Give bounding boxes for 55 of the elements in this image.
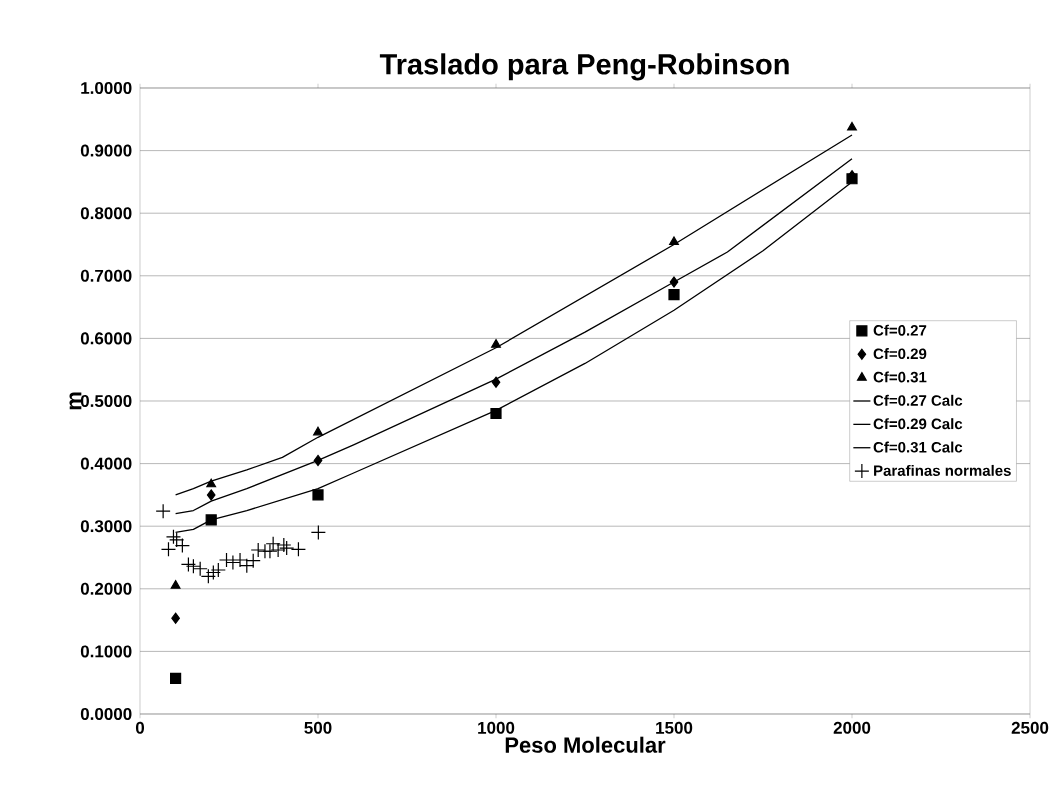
point (313, 426, 323, 436)
x-tick-label: 500 (304, 721, 332, 734)
legend-label: Cf=0.29 (873, 348, 927, 360)
y-tick-label: 0.6000 (80, 332, 132, 345)
point (491, 339, 501, 348)
point (206, 489, 216, 501)
point (847, 121, 857, 131)
y-tick-label: 0.3000 (80, 520, 132, 533)
point (218, 552, 235, 568)
point (170, 580, 181, 589)
point (225, 554, 241, 571)
legend-label: Cf=0.31 (873, 371, 927, 383)
point (490, 407, 502, 420)
point (262, 543, 278, 559)
point (155, 503, 171, 519)
point (205, 514, 217, 526)
point (170, 672, 182, 684)
y-tick-label: 0.2000 (80, 582, 132, 595)
x-tick-label: 2500 (1011, 721, 1049, 734)
point (310, 524, 326, 541)
y-tick-label: 0.7000 (80, 269, 132, 282)
point (290, 541, 307, 557)
point (491, 376, 501, 388)
y-tick-label: 1.0000 (81, 81, 132, 95)
point (171, 612, 180, 624)
point (180, 556, 197, 572)
legend-label: Cf=0.27 (873, 324, 927, 336)
y-tick-label: 0.0000 (80, 707, 132, 721)
y-tick-label: 0.8000 (80, 207, 132, 220)
chart-title: Traslado para Peng-Robinson (379, 53, 789, 81)
legend-label: Cf=0.29 Calc (873, 418, 963, 430)
point (668, 288, 680, 301)
point (669, 236, 679, 246)
x-tick-label: 2000 (833, 721, 871, 734)
y-tick-label: 0.1000 (80, 645, 132, 658)
point (205, 564, 221, 581)
point (206, 478, 217, 488)
point (312, 489, 324, 501)
point (669, 276, 679, 288)
legend-label: Cf=0.31 Calc (873, 441, 963, 453)
legend-label: Parafinas normales (874, 464, 1011, 476)
y-tick-label: 0.9000 (80, 144, 132, 157)
y-tick-label: 0.4000 (80, 457, 132, 470)
y-axis-title: m (69, 392, 82, 410)
point (250, 542, 266, 558)
point (210, 562, 226, 578)
x-tick-label: 1500 (656, 721, 693, 734)
x-axis-title: Peso Molecular (505, 736, 666, 753)
point (313, 454, 323, 467)
x-tick-label: 0 (135, 721, 145, 734)
point (160, 541, 177, 557)
x-tick-label: 1000 (478, 721, 515, 734)
point (185, 558, 201, 574)
point (245, 553, 261, 569)
legend-label: Cf=0.27 Calc (873, 394, 963, 406)
